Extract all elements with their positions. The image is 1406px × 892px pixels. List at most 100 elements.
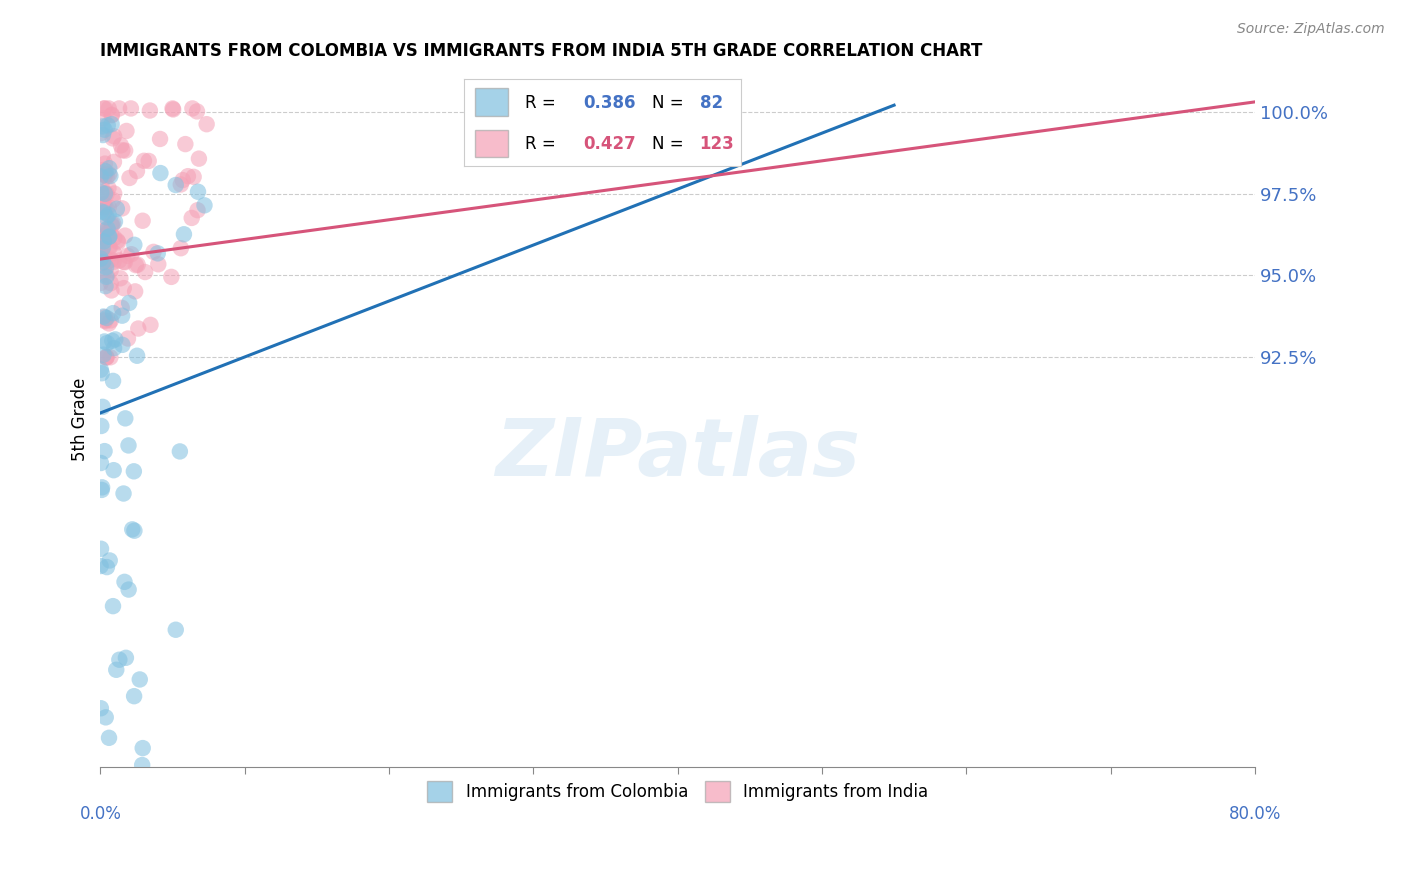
Point	[181, 102, 204, 116]
Point	[104, 333, 127, 347]
Point	[93, 313, 115, 327]
Point	[90, 701, 112, 715]
Point	[101, 131, 124, 145]
Point	[103, 245, 125, 260]
Point	[103, 186, 125, 201]
Point	[96, 269, 118, 284]
Point	[91, 229, 114, 244]
Point	[93, 102, 115, 116]
Point	[93, 204, 115, 219]
Point	[98, 230, 121, 244]
Point	[93, 240, 115, 254]
Point	[111, 301, 134, 315]
Point	[101, 219, 124, 233]
Point	[125, 258, 148, 272]
Point	[94, 260, 117, 275]
Text: 0.0%: 0.0%	[79, 805, 121, 823]
Point	[90, 456, 112, 470]
Point	[170, 241, 193, 255]
Point	[93, 249, 115, 263]
Point	[162, 102, 184, 116]
Point	[134, 265, 156, 279]
Point	[93, 168, 115, 182]
Y-axis label: 5th Grade: 5th Grade	[72, 378, 89, 461]
Point	[91, 163, 114, 178]
Point	[108, 253, 131, 268]
Point	[186, 203, 208, 218]
Point	[114, 411, 136, 425]
Point	[117, 332, 139, 346]
Point	[90, 165, 112, 179]
Point	[93, 219, 115, 234]
Point	[97, 181, 120, 195]
Text: 80.0%: 80.0%	[1229, 805, 1281, 823]
Point	[183, 169, 205, 184]
Point	[100, 284, 122, 298]
Point	[170, 178, 193, 192]
Point	[97, 254, 120, 268]
Point	[97, 223, 120, 237]
Point	[125, 164, 148, 178]
Point	[96, 336, 118, 351]
Point	[114, 144, 136, 158]
Point	[120, 102, 142, 116]
Point	[121, 522, 143, 536]
Point	[103, 463, 125, 477]
Point	[193, 198, 215, 212]
Point	[94, 164, 117, 178]
Point	[98, 731, 121, 745]
Point	[90, 362, 112, 376]
Point	[100, 227, 122, 241]
Point	[98, 161, 121, 176]
Point	[93, 255, 115, 269]
Point	[101, 217, 124, 231]
Point	[115, 124, 138, 138]
Point	[146, 246, 169, 260]
Point	[139, 103, 162, 118]
Point	[93, 348, 115, 362]
Point	[96, 268, 118, 282]
Point	[177, 169, 200, 184]
Point	[139, 318, 162, 332]
Point	[114, 255, 136, 269]
Point	[94, 156, 117, 170]
Point	[108, 653, 131, 667]
Point	[149, 132, 172, 146]
Point	[101, 334, 124, 348]
Point	[132, 741, 155, 756]
Point	[91, 480, 114, 494]
Point	[94, 186, 117, 201]
Point	[187, 185, 209, 199]
Point	[94, 710, 117, 724]
Point	[132, 153, 155, 168]
Point	[101, 599, 124, 614]
Point	[91, 255, 114, 269]
Point	[101, 374, 124, 388]
Point	[187, 152, 209, 166]
Point	[127, 258, 149, 272]
Point	[96, 210, 118, 224]
Point	[97, 102, 120, 116]
Point	[94, 314, 117, 328]
Point	[112, 255, 135, 269]
Point	[91, 200, 114, 214]
Point	[125, 349, 148, 363]
Point	[103, 254, 125, 268]
Point	[94, 186, 117, 201]
Point	[104, 214, 127, 228]
Point	[149, 166, 172, 180]
Point	[90, 186, 112, 200]
Point	[90, 252, 112, 266]
Point	[96, 560, 118, 574]
Point	[91, 241, 114, 255]
Point	[103, 231, 125, 245]
Point	[112, 281, 135, 295]
Point	[103, 154, 125, 169]
Point	[124, 524, 146, 538]
Point	[90, 248, 112, 262]
Point	[186, 104, 208, 119]
Point	[103, 341, 125, 355]
Point	[91, 224, 114, 238]
Point	[98, 317, 121, 331]
Point	[172, 173, 194, 187]
